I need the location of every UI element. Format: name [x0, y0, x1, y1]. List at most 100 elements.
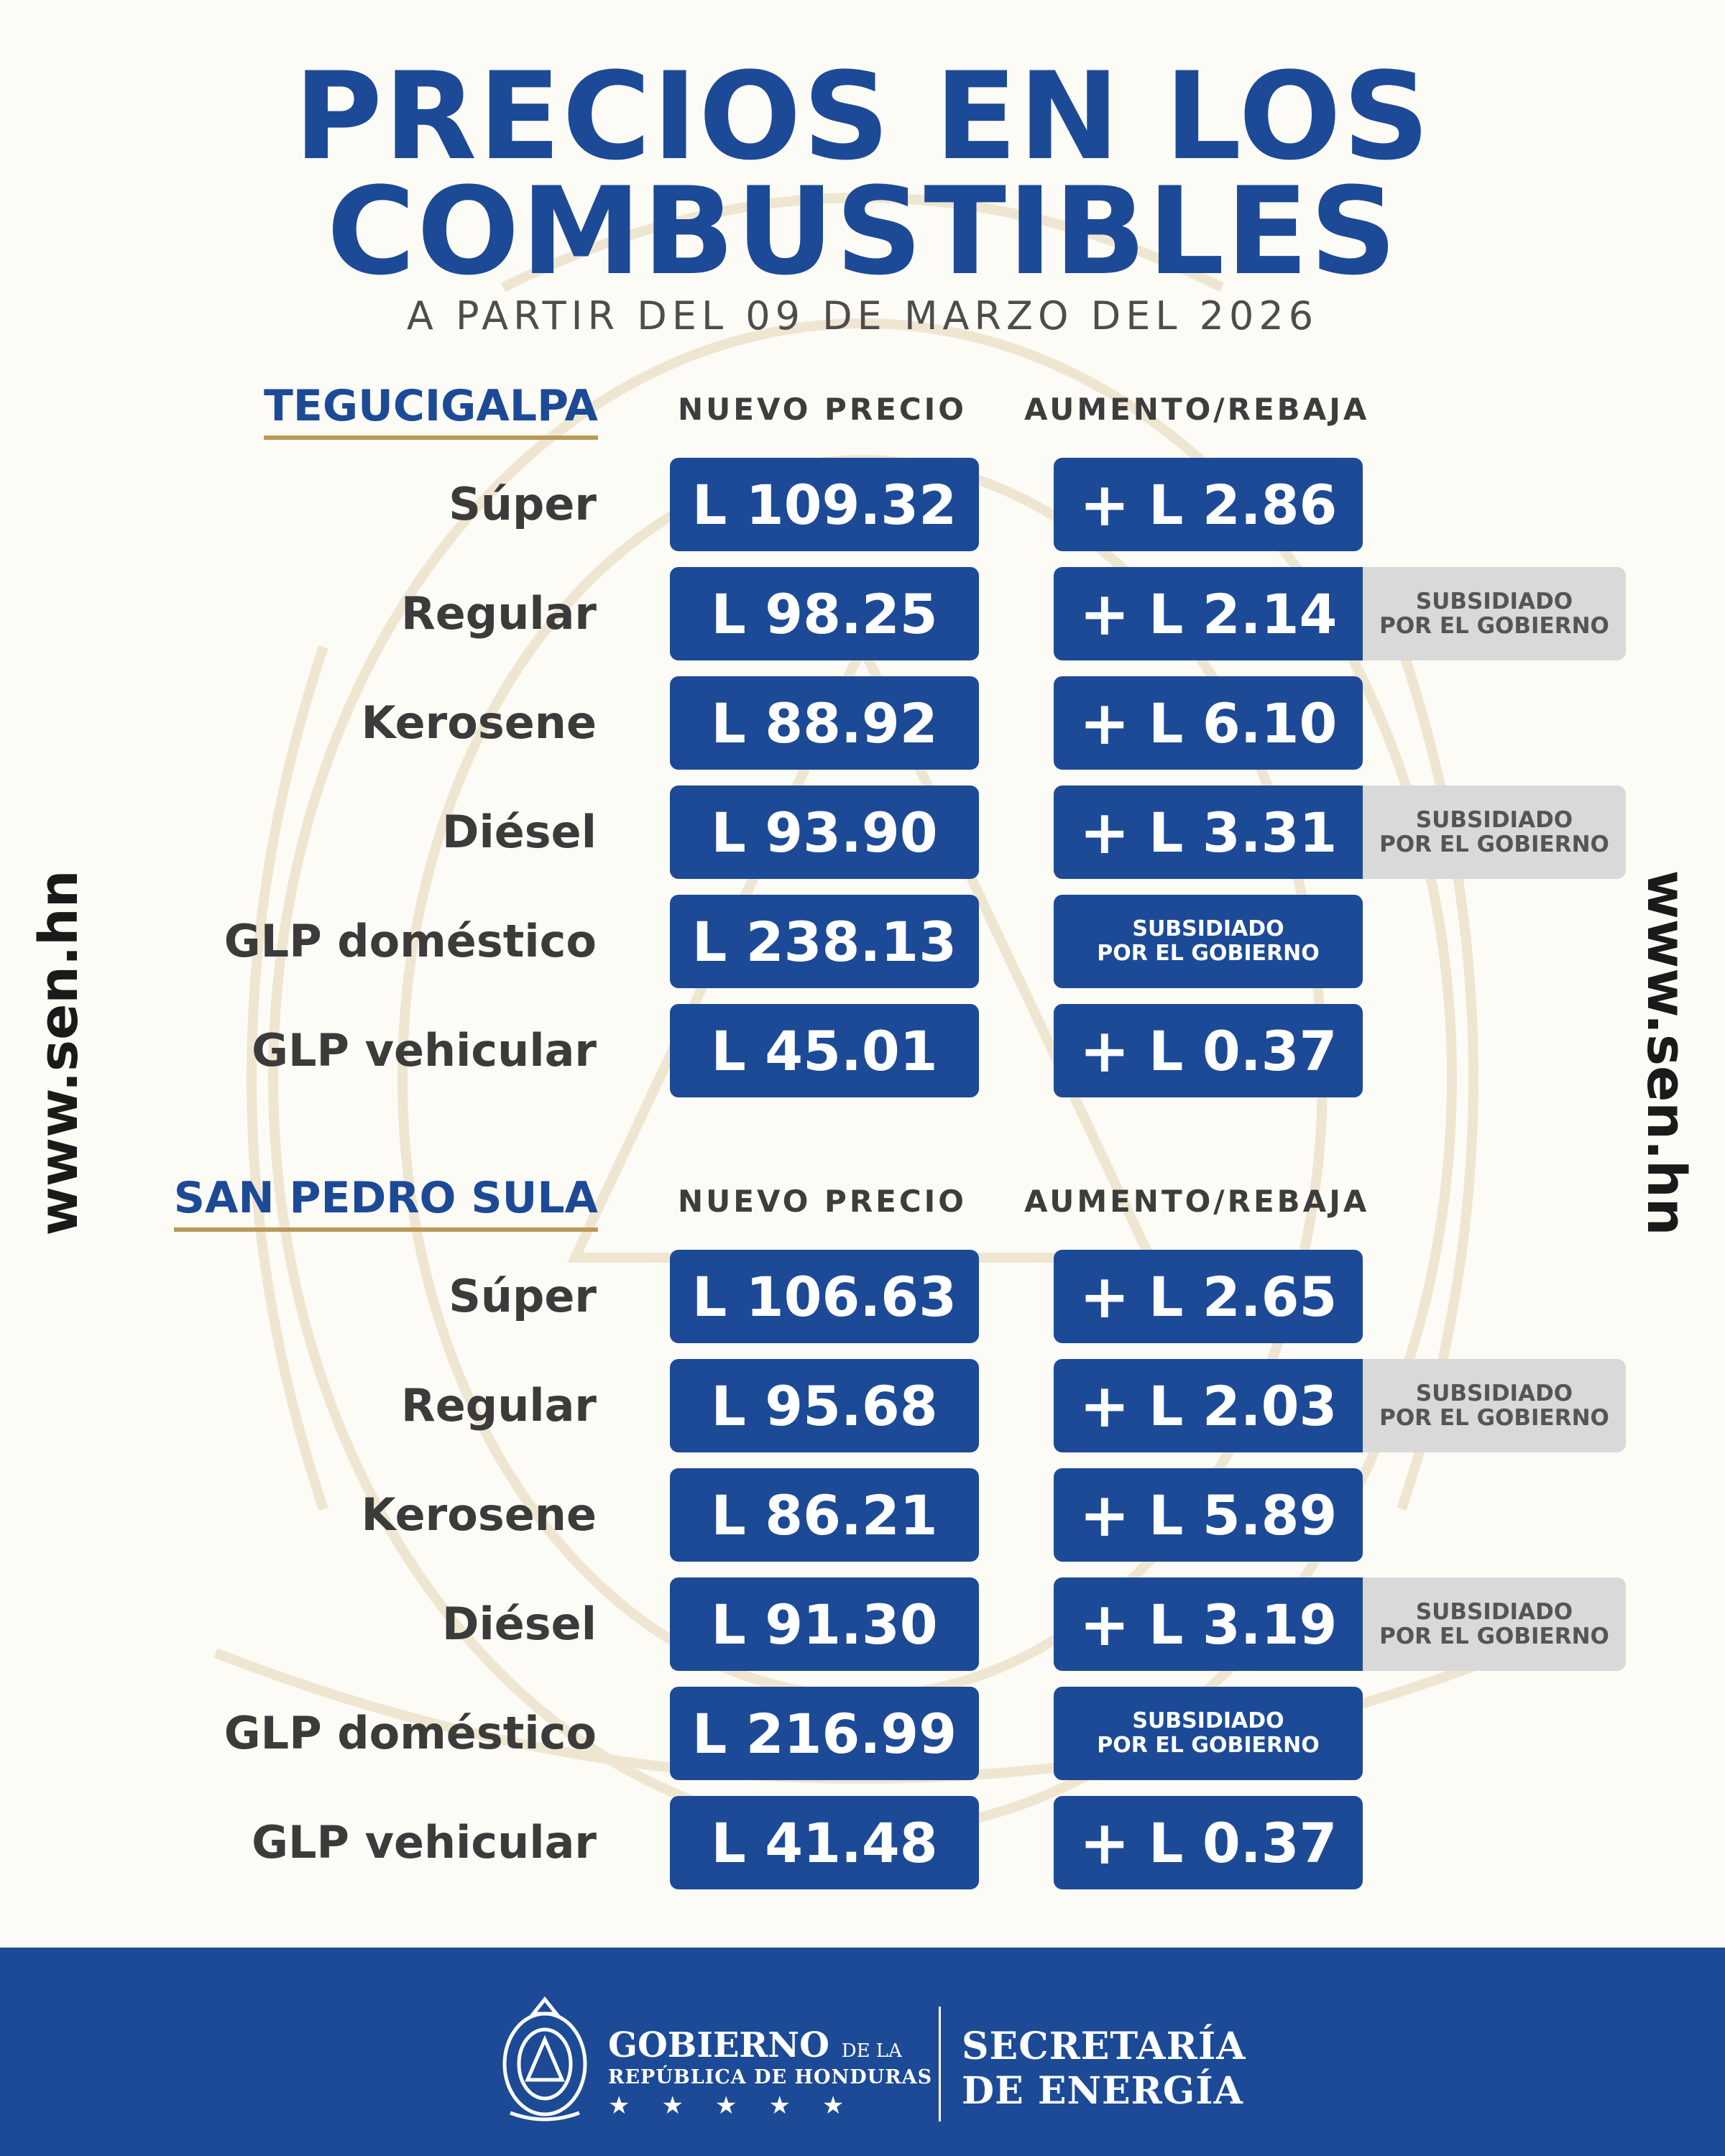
price-box: L 98.25: [670, 567, 979, 660]
title-line-1: PRECIOS EN LOS: [293, 46, 1432, 187]
title-line-2: COMBUSTIBLES: [326, 161, 1399, 302]
change-value: L 3.19: [1148, 1592, 1338, 1657]
change-box: + L 3.31: [1054, 786, 1363, 879]
subsidy-line-2: POR EL GOBIERNO: [1379, 1405, 1609, 1431]
price-value: L 216.99: [691, 1701, 957, 1766]
change-value: L 0.37: [1148, 1018, 1338, 1083]
change-value: L 2.03: [1148, 1373, 1338, 1438]
subsidy-line-1: SUBSIDIADO: [1132, 916, 1284, 941]
subsidy-tag: SUBSIDIADO POR EL GOBIERNO: [1363, 1577, 1626, 1671]
plus-icon: +: [1079, 1370, 1130, 1441]
government-name-main: GOBIERNO: [608, 2025, 829, 2065]
price-value: L 88.92: [711, 691, 938, 755]
price-value: L 86.21: [711, 1483, 938, 1547]
price-box: L 95.68: [670, 1359, 979, 1452]
plus-icon: +: [1079, 1015, 1130, 1086]
website-right[interactable]: www.sen.hn: [1635, 870, 1697, 1236]
plus-icon: +: [1079, 579, 1130, 649]
footer-bar: [0, 1948, 1725, 2156]
city-heading-san-pedro-sula: SAN PEDRO SULA: [173, 1173, 598, 1232]
price-value: L 98.25: [711, 581, 938, 646]
effective-date: A PARTIR DEL 09 DE MARZO DEL 2026: [406, 293, 1319, 338]
price-box: L 238.13: [670, 895, 979, 988]
stars-icon: ★★★★★: [608, 2091, 876, 2120]
price-box: L 86.21: [670, 1468, 979, 1562]
price-box: L 106.63: [670, 1250, 979, 1343]
change-value: L 0.37: [1148, 1810, 1338, 1875]
price-value: L 106.63: [691, 1264, 957, 1329]
plus-icon: +: [1079, 469, 1130, 540]
change-value: L 3.31: [1148, 800, 1338, 865]
change-box: + L 3.19: [1054, 1577, 1363, 1671]
subsidy-line-1: SUBSIDIADO: [1415, 807, 1573, 833]
change-value: L 5.89: [1148, 1483, 1338, 1547]
price-value: L 41.48: [711, 1810, 938, 1875]
change-box: + L 0.37: [1054, 1004, 1363, 1097]
fuel-label: Kerosene: [361, 696, 597, 749]
change-value: L 2.65: [1148, 1264, 1338, 1329]
change-box: + L 6.10: [1054, 676, 1363, 770]
column-header-change: AUMENTO/REBAJA: [1024, 392, 1370, 427]
plus-icon: +: [1079, 1480, 1130, 1550]
government-name: GOBIERNO DE LA: [608, 2027, 902, 2070]
price-box: L 91.30: [670, 1577, 979, 1671]
price-value: L 95.68: [711, 1373, 938, 1438]
subsidy-line-2: POR EL GOBIERNO: [1097, 1733, 1320, 1758]
price-box: L 41.48: [670, 1796, 979, 1889]
fuel-label: GLP doméstico: [224, 915, 597, 967]
price-box: L 88.92: [670, 676, 979, 770]
price-value: L 93.90: [711, 800, 938, 865]
plus-icon: +: [1079, 797, 1130, 867]
price-value: L 238.13: [691, 909, 957, 974]
subsidy-line-2: POR EL GOBIERNO: [1379, 613, 1609, 639]
fuel-label: Kerosene: [361, 1488, 597, 1541]
column-header-price: NUEVO PRECIO: [678, 1184, 967, 1219]
subsidy-line-2: POR EL GOBIERNO: [1097, 941, 1320, 966]
subsidy-tag: SUBSIDIADO POR EL GOBIERNO: [1363, 786, 1626, 879]
price-value: L 45.01: [711, 1018, 938, 1083]
plus-icon: +: [1079, 1589, 1130, 1659]
change-box: + L 2.03: [1054, 1359, 1363, 1452]
coat-of-arms-icon: [502, 1996, 587, 2122]
column-header-price: NUEVO PRECIO: [678, 392, 967, 427]
fuel-label: Diésel: [442, 806, 597, 858]
subsidy-tag: SUBSIDIADO POR EL GOBIERNO: [1363, 1359, 1626, 1452]
subsidy-box: SUBSIDIADO POR EL GOBIERNO: [1054, 895, 1363, 988]
subsidy-line-1: SUBSIDIADO: [1132, 1708, 1284, 1733]
change-value: L 6.10: [1148, 691, 1338, 755]
subsidy-line-2: POR EL GOBIERNO: [1379, 1623, 1609, 1649]
republic-name: REPÚBLICA DE HONDURAS: [608, 2066, 933, 2088]
price-box: L 93.90: [670, 786, 979, 879]
subsidy-box: SUBSIDIADO POR EL GOBIERNO: [1054, 1687, 1363, 1780]
secretaria-line-2: DE ENERGÍA: [962, 2069, 1243, 2113]
plus-icon: +: [1079, 1807, 1130, 1878]
plus-icon: +: [1079, 688, 1130, 758]
government-name-small: DE LA: [841, 2040, 902, 2062]
fuel-label: GLP vehicular: [252, 1024, 597, 1077]
subsidy-line-1: SUBSIDIADO: [1415, 1599, 1573, 1625]
fuel-label: Regular: [401, 587, 597, 640]
secretaria-line-1: SECRETARÍA: [962, 2024, 1246, 2068]
price-value: L 91.30: [711, 1592, 938, 1657]
fuel-label: Súper: [448, 478, 597, 530]
column-header-change: AUMENTO/REBAJA: [1024, 1184, 1370, 1219]
website-left[interactable]: www.sen.hn: [28, 870, 90, 1236]
change-box: + L 2.86: [1054, 458, 1363, 551]
plus-icon: +: [1079, 1261, 1130, 1332]
price-box: L 45.01: [670, 1004, 979, 1097]
subsidy-line-1: SUBSIDIADO: [1415, 1381, 1573, 1406]
fuel-label: GLP doméstico: [224, 1707, 597, 1759]
city-heading-tegucigalpa: TEGUCIGALPA: [263, 381, 598, 440]
fuel-label: Diésel: [442, 1598, 597, 1650]
subsidy-line-1: SUBSIDIADO: [1415, 589, 1573, 614]
price-box: L 109.32: [670, 458, 979, 551]
fuel-label: Súper: [448, 1270, 597, 1322]
subsidy-tag: SUBSIDIADO POR EL GOBIERNO: [1363, 567, 1626, 660]
change-box: + L 5.89: [1054, 1468, 1363, 1562]
change-box: + L 0.37: [1054, 1796, 1363, 1889]
change-box: + L 2.65: [1054, 1250, 1363, 1343]
change-value: L 2.14: [1148, 581, 1338, 646]
price-value: L 109.32: [691, 472, 957, 537]
fuel-label: Regular: [401, 1379, 597, 1432]
subsidy-line-2: POR EL GOBIERNO: [1379, 831, 1609, 857]
